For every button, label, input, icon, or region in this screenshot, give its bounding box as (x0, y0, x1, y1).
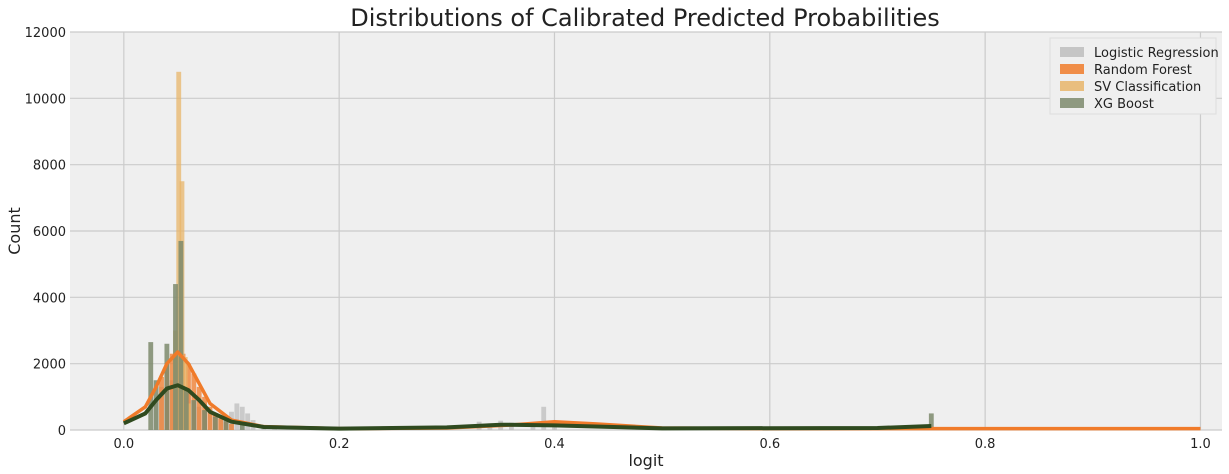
legend-label-1: Random Forest (1094, 63, 1192, 78)
bar-3-7 (202, 410, 208, 430)
bar-3-9 (223, 420, 229, 430)
legend-swatch-0 (1060, 47, 1084, 57)
x-axis-label: logit (628, 451, 663, 470)
y-axis-label: Count (5, 207, 24, 255)
y-tick-label-3: 6000 (33, 225, 66, 240)
bar-3-11 (928, 413, 934, 430)
x-tick-label-1: 0.2 (329, 437, 350, 452)
bar-1-13 (229, 424, 234, 430)
histogram-bars (148, 71, 934, 431)
bar-3-4 (178, 240, 184, 430)
bar-1-2 (169, 353, 175, 430)
bar-1-7 (196, 386, 202, 430)
legend-label-0: Logistic Regression (1094, 46, 1219, 61)
bar-0-27 (552, 425, 557, 430)
bar-3-3 (173, 284, 178, 430)
y-tick-label-6: 12000 (25, 26, 66, 41)
bar-1-0 (159, 376, 164, 430)
x-tick-label-0: 0.0 (113, 437, 134, 452)
legend-swatch-3 (1060, 98, 1084, 108)
y-tick-label-2: 4000 (33, 291, 66, 306)
bar-3-8 (212, 416, 218, 430)
legend-swatch-1 (1060, 64, 1084, 74)
y-tick-label-0: 0 (58, 424, 66, 439)
y-tick-label-5: 10000 (25, 92, 66, 107)
y-tick-label-1: 2000 (33, 358, 66, 373)
chart-title: Distributions of Calibrated Predicted Pr… (350, 4, 940, 32)
y-axis-ticks: 0 2000 4000 6000 8000 10000 12000 (25, 26, 66, 439)
x-tick-label-4: 0.8 (975, 437, 996, 452)
bar-0-16 (239, 406, 245, 430)
x-axis-ticks: 0.0 0.2 0.4 0.6 0.8 1.0 (113, 437, 1210, 452)
bar-1-11 (218, 418, 224, 430)
y-tick-label-4: 8000 (33, 159, 66, 174)
kde-curves (122, 350, 1201, 431)
x-tick-label-3: 0.6 (759, 437, 780, 452)
bar-3-5 (183, 390, 189, 430)
kde-line-3 (122, 383, 932, 431)
bar-0-26 (541, 406, 547, 430)
x-tick-label-2: 0.4 (544, 437, 565, 452)
bar-3-10 (239, 423, 245, 430)
legend-swatch-2 (1060, 81, 1084, 91)
legend-label-3: XG Boost (1094, 97, 1154, 112)
bar-0-15 (234, 403, 240, 430)
legend: Logistic Regression Random Forest SV Class… (1049, 37, 1219, 115)
x-tick-label-5: 1.0 (1190, 437, 1211, 452)
bar-3-0 (148, 342, 154, 430)
bar-1-9 (207, 406, 213, 430)
bar-3-1 (153, 380, 159, 430)
bar-3-6 (191, 400, 197, 430)
legend-label-2: SV Classification (1094, 80, 1201, 95)
